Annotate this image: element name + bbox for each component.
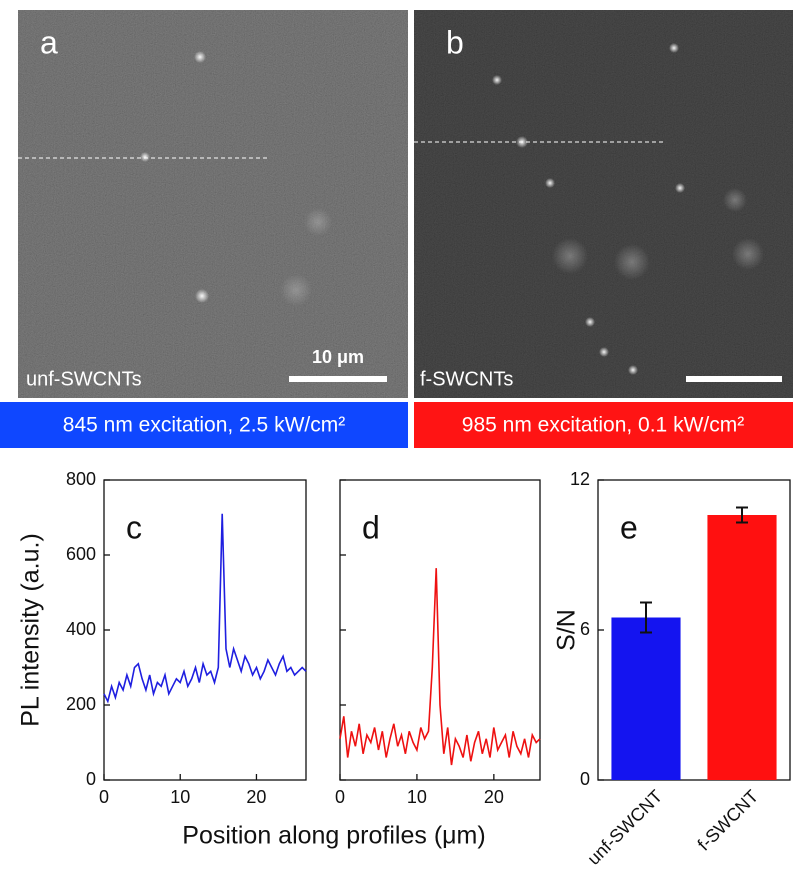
y-tick-label: 200: [66, 694, 96, 714]
panel-label: a: [40, 24, 58, 60]
y-tick-label: 12: [570, 469, 590, 489]
caption: 985 nm excitation, 0.1 kW/cm²: [462, 414, 744, 437]
profile-line: [339, 568, 541, 766]
micrograph-a: [18, 10, 408, 398]
error-bar: [640, 601, 652, 634]
panel-label: c: [126, 509, 142, 545]
profile-line: [103, 513, 307, 704]
bar: [611, 617, 681, 780]
x-axis-title: Position along profiles (μm): [182, 822, 485, 850]
x-tick-label: f-SWCNT: [694, 786, 763, 855]
x-tick-label: 20: [484, 787, 504, 807]
micrograph-b: [414, 10, 793, 398]
y-tick-label: 800: [66, 469, 96, 489]
error-bar: [736, 506, 748, 524]
sample-label: unf-SWCNTs: [26, 368, 142, 390]
panel-label: e: [620, 509, 638, 545]
y-axis-title: PL intensity (a.u.): [17, 533, 45, 727]
y-tick-label: 0: [580, 769, 590, 789]
panel-label: d: [362, 509, 380, 545]
caption-banner: [0, 402, 408, 448]
x-tick-label: 20: [246, 787, 266, 807]
x-tick-label: 10: [407, 787, 427, 807]
scale-bar-label: 10 μm: [312, 347, 364, 367]
y-tick-label: 6: [580, 619, 590, 639]
sample-label: f-SWCNTs: [420, 368, 513, 390]
x-tick-label: 0: [99, 787, 109, 807]
x-tick-label: 0: [335, 787, 345, 807]
y-tick-label: 0: [86, 769, 96, 789]
x-tick-label: 10: [170, 787, 190, 807]
bar: [707, 515, 777, 780]
y-tick-label: 400: [66, 619, 96, 639]
y-axis-title: S/N: [553, 609, 581, 651]
caption-banner: [414, 402, 793, 448]
panel-label: b: [446, 24, 464, 60]
caption: 845 nm excitation, 2.5 kW/cm²: [63, 414, 345, 437]
x-tick-label: unf-SWCNT: [583, 786, 666, 869]
y-tick-label: 600: [66, 544, 96, 564]
